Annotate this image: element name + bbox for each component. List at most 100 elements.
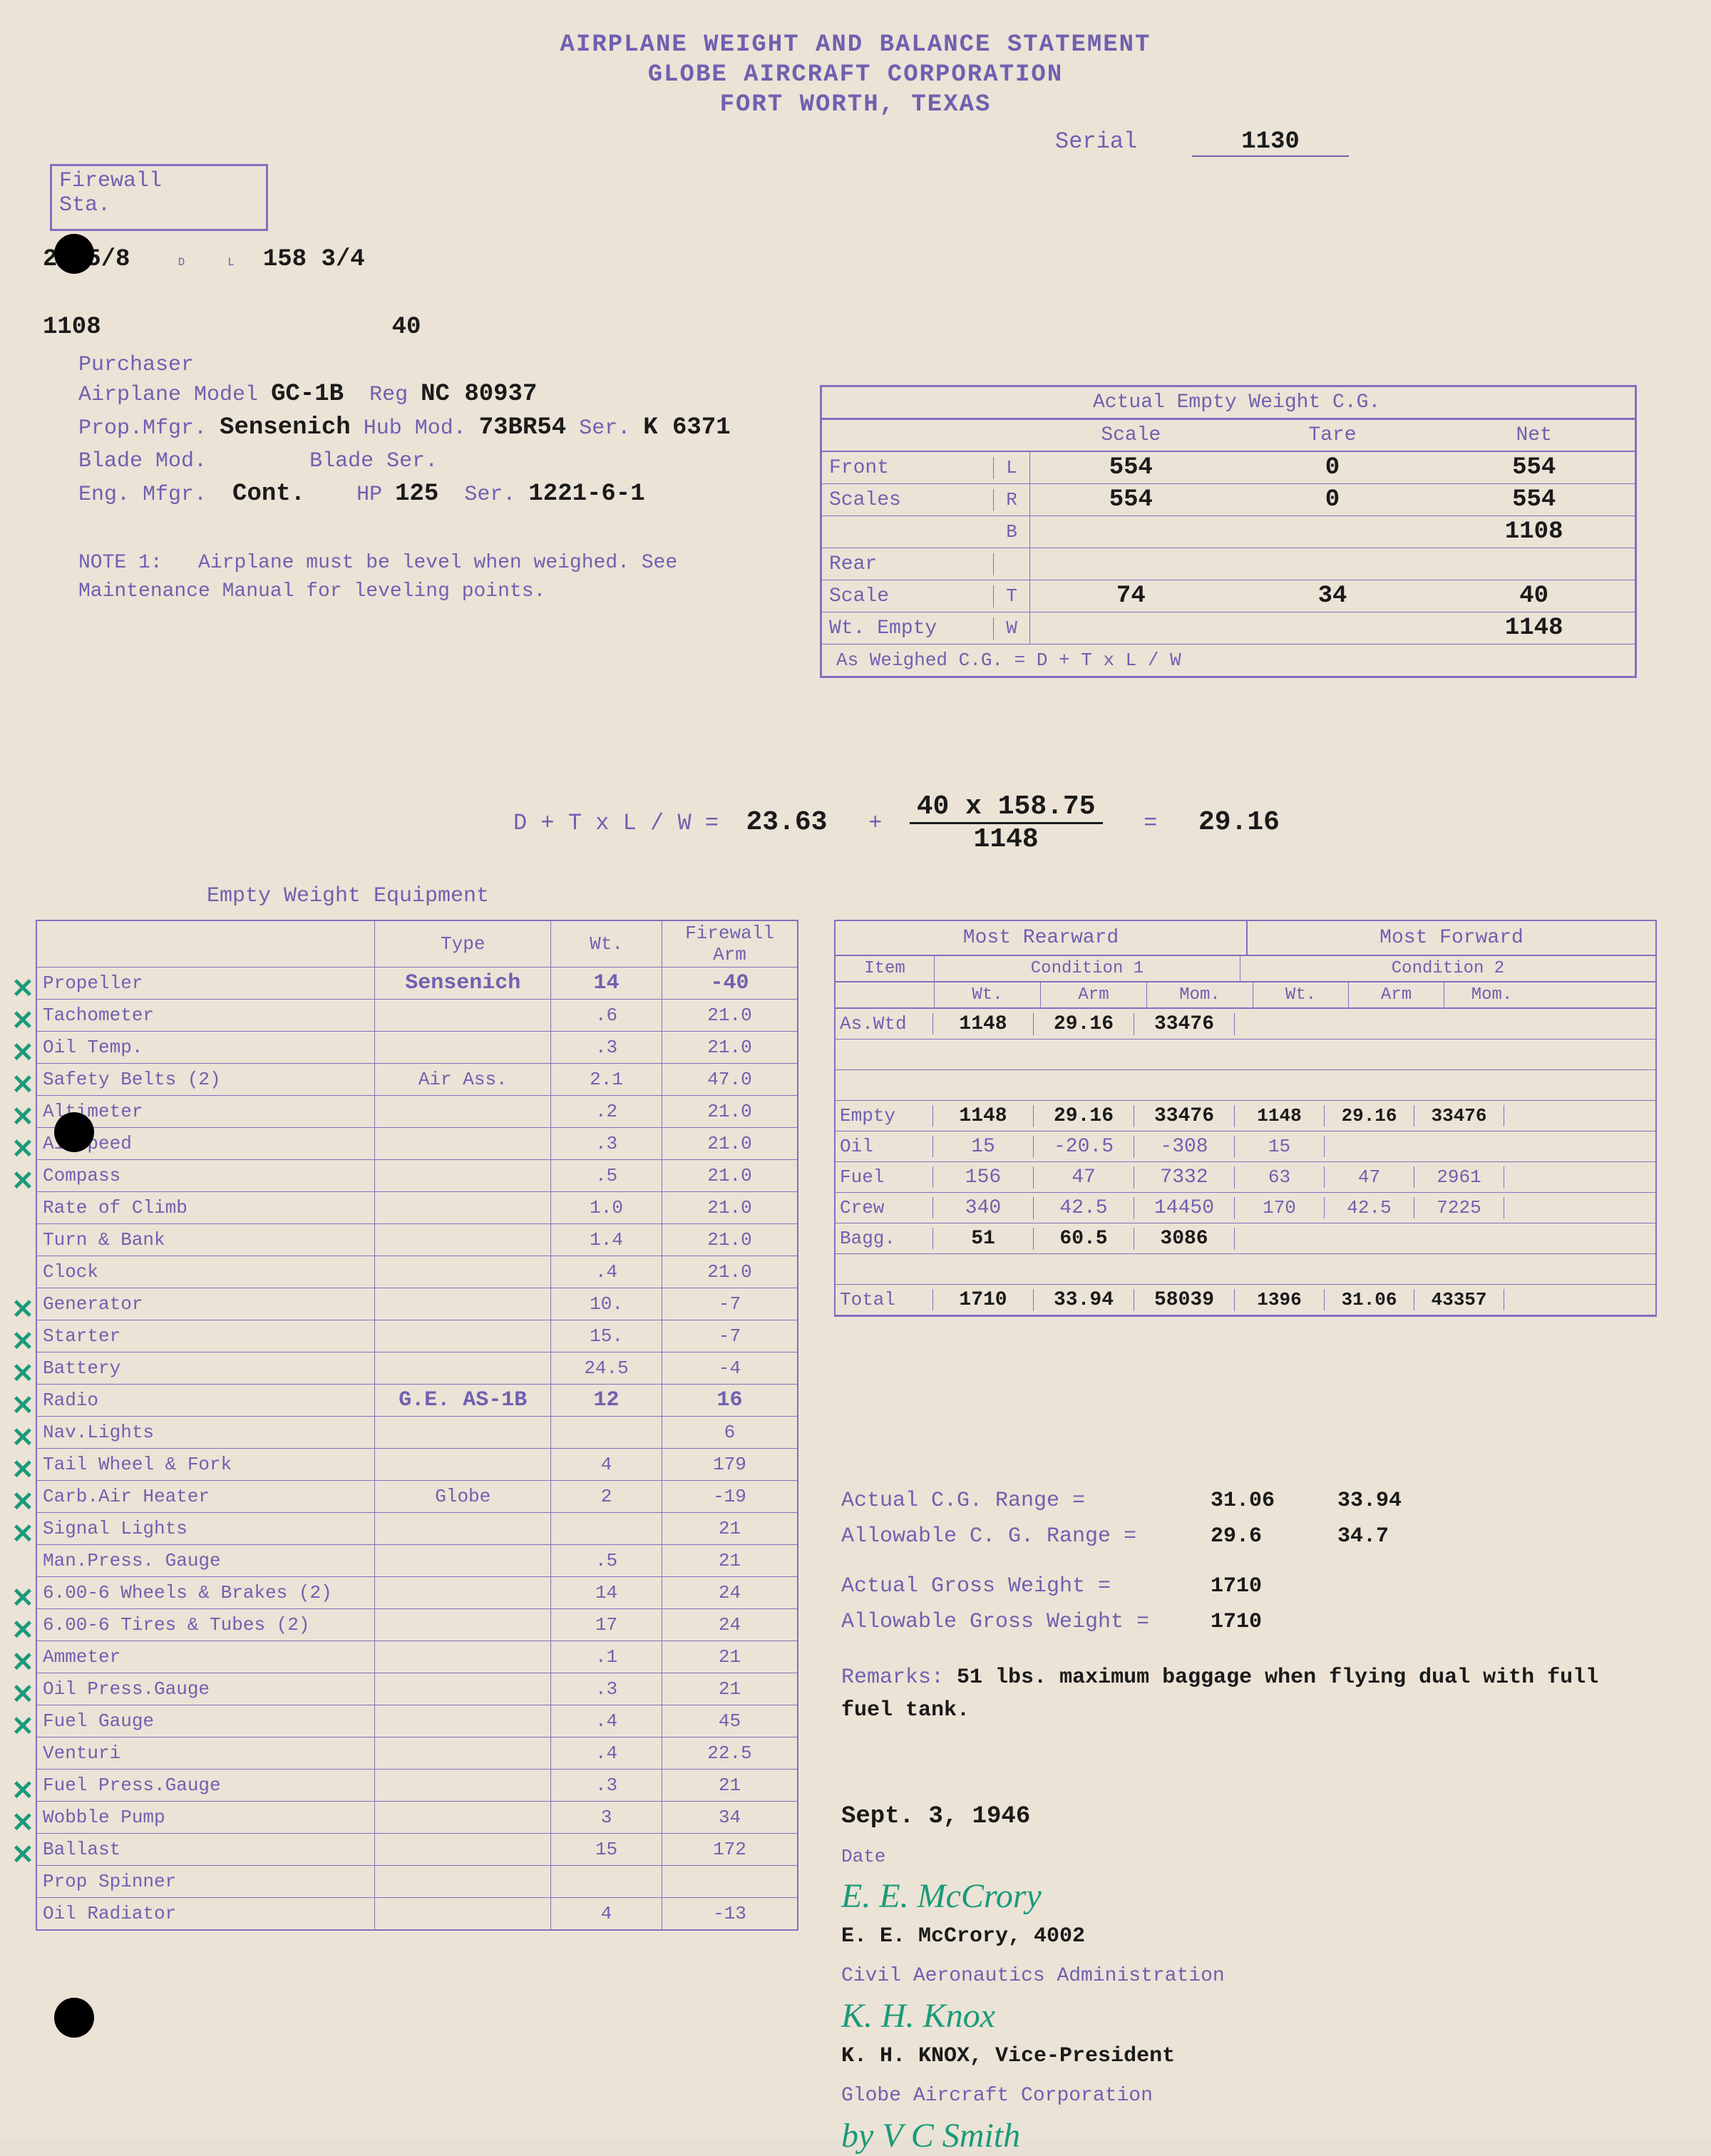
equip-wt: .3 <box>551 1128 662 1160</box>
equip-arm: 21.0 <box>662 1000 798 1032</box>
reg-label: Reg <box>369 383 408 407</box>
equip-wt: .3 <box>551 1770 662 1802</box>
cg-rear-label: Rear <box>829 553 877 575</box>
eng-value: Cont. <box>232 481 305 508</box>
cg-l-net: 554 <box>1433 454 1635 481</box>
formula-top: 40 x 158.75 <box>910 791 1103 824</box>
blade-ser-label: Blade Ser. <box>309 449 438 473</box>
signatures-block: Sept. 3, 1946 Date E. E. McCrory E. E. M… <box>841 1797 1225 2156</box>
table-row: ✕Compass.521.0 <box>36 1160 798 1192</box>
equip-wt: .3 <box>551 1032 662 1064</box>
equip-arm: 179 <box>662 1449 798 1481</box>
actual-cg-lo: 31.06 <box>1211 1483 1325 1519</box>
equip-type <box>375 1128 551 1160</box>
check-mark-icon: ✕ <box>11 1133 34 1166</box>
equip-type <box>375 1898 551 1931</box>
equip-type <box>375 1705 551 1737</box>
equip-wt: 14 <box>551 967 662 1000</box>
cg-col-net: Net <box>1433 420 1635 451</box>
equip-name: Radio <box>43 1390 98 1411</box>
hp-label: HP <box>356 483 382 507</box>
equip-name: Oil Radiator <box>43 1903 176 1924</box>
sta-l: L <box>227 256 256 269</box>
equip-arm: 21.0 <box>662 1096 798 1128</box>
equip-type <box>375 1513 551 1545</box>
equip-type <box>375 1577 551 1609</box>
sta-label: Sta. <box>59 193 259 217</box>
equip-wt: .4 <box>551 1705 662 1737</box>
calc-cell: 33476 <box>1414 1105 1504 1126</box>
equip-table: Type Wt. Firewall Arm ✕PropellerSensenic… <box>36 920 798 1931</box>
table-row: ✕Starter15.-7 <box>36 1320 798 1352</box>
equip-title: Empty Weight Equipment <box>207 884 489 908</box>
cg-L: L <box>994 452 1030 483</box>
calc-cell: 15 <box>1235 1136 1325 1157</box>
cg-scale-label: Scale <box>822 585 994 607</box>
equip-type <box>375 1256 551 1288</box>
calc-cell: 1396 <box>1235 1289 1325 1310</box>
calc-row: Crew34042.51445017042.57225 <box>836 1193 1655 1223</box>
equip-arm: 21 <box>662 1770 798 1802</box>
table-row: ✕Oil Temp..321.0 <box>36 1032 798 1064</box>
equip-type <box>375 1834 551 1866</box>
check-mark-icon: ✕ <box>11 1005 34 1038</box>
calc-cell: 1148 <box>1235 1105 1325 1126</box>
cg-front-label: Front <box>822 457 994 479</box>
firewall-box: Firewall Sta. <box>50 164 268 231</box>
equip-type <box>375 1641 551 1673</box>
sta-d: D <box>178 256 221 269</box>
cg-r-net: 554 <box>1433 486 1635 513</box>
equip-type <box>375 1802 551 1834</box>
check-mark-icon: ✕ <box>11 1678 34 1712</box>
equip-arm: 24 <box>662 1577 798 1609</box>
eng-ser-value: 1221-6-1 <box>528 481 644 508</box>
cg-col-tare: Tare <box>1232 420 1434 451</box>
sig3-hand: by V C Smith <box>841 2116 1225 2156</box>
cg-l-tare: 0 <box>1232 454 1434 481</box>
equip-arm: 16 <box>662 1385 798 1417</box>
calc-head-rear: Most Rearward <box>836 921 1248 955</box>
check-mark-icon: ✕ <box>11 972 34 1006</box>
formula-plus: + <box>868 810 882 836</box>
check-mark-icon: ✕ <box>11 1357 34 1391</box>
table-row: ✕6.00-6 Wheels & Brakes (2)1424 <box>36 1577 798 1609</box>
formula-block: D + T x L / W = 23.63 + 40 x 158.75 1148… <box>513 791 1583 855</box>
equip-type <box>375 1673 551 1705</box>
prop-ser-value: K 6371 <box>643 414 730 441</box>
calc-mom1: Mom. <box>1147 982 1253 1007</box>
equip-name: Altimeter <box>43 1101 143 1122</box>
table-row: Turn & Bank1.421.0 <box>36 1224 798 1256</box>
equip-col-arm: Firewall Arm <box>662 920 798 967</box>
allow-cg-lo: 29.6 <box>1211 1519 1325 1554</box>
calc-row-label: Crew <box>836 1197 933 1218</box>
actual-cg-hi: 33.94 <box>1337 1483 1451 1519</box>
allow-cg-hi: 34.7 <box>1337 1519 1451 1554</box>
equip-wt: 2.1 <box>551 1064 662 1096</box>
calc-row: Total171033.9458039139631.0643357 <box>836 1285 1655 1315</box>
remarks-label: Remarks: <box>841 1665 944 1690</box>
equip-type: Sensenich <box>375 967 551 1000</box>
table-row: Clock.421.0 <box>36 1256 798 1288</box>
table-row: Prop Spinner <box>36 1866 798 1898</box>
calc-cell: 3086 <box>1134 1228 1235 1250</box>
hub-value: 73BR54 <box>479 414 566 441</box>
model-value: GC-1B <box>271 381 344 408</box>
calc-cell: 170 <box>1235 1197 1325 1218</box>
equip-arm: 21 <box>662 1513 798 1545</box>
equip-type <box>375 1032 551 1064</box>
calc-row-label: Fuel <box>836 1166 933 1188</box>
check-mark-icon: ✕ <box>11 1422 34 1455</box>
equip-type <box>375 1770 551 1802</box>
cg-box: Actual Empty Weight C.G. Scale Tare Net … <box>820 385 1637 678</box>
equip-arm: 172 <box>662 1834 798 1866</box>
punch-hole-icon <box>54 234 94 274</box>
punch-hole-icon <box>54 1112 94 1152</box>
document-page: AIRPLANE WEIGHT AND BALANCE STATEMENT GL… <box>0 0 1711 2139</box>
table-row: ✕Airspeed.321.0 <box>36 1128 798 1160</box>
cg-B: B <box>994 516 1030 548</box>
table-row: Oil Radiator4-13 <box>36 1898 798 1931</box>
firewall-label: Firewall <box>59 169 259 193</box>
calc-row-label: Empty <box>836 1105 933 1126</box>
equip-name: Signal Lights <box>43 1518 187 1539</box>
eng-ser-label: Ser. <box>464 483 515 507</box>
